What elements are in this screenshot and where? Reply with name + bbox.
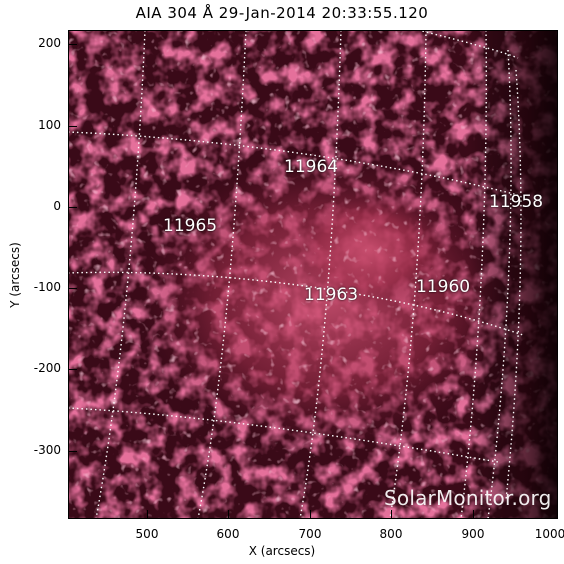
x-tick-label: 800: [379, 527, 403, 541]
y-tick-mark: [68, 288, 77, 289]
x-axis-label: X (arcsecs): [248, 544, 316, 558]
x-tick-mark: [228, 510, 229, 519]
y-tick-label: -100: [33, 280, 61, 294]
y-tick-label: -200: [33, 361, 61, 375]
x-tick-mark: [391, 510, 392, 519]
x-tick-label: 500: [135, 527, 159, 541]
region-label: 11963: [304, 285, 359, 305]
y-tick-mark: [68, 369, 77, 370]
coordinate-grid: [68, 30, 524, 519]
y-tick-mark: [68, 44, 77, 45]
y-tick-mark: [68, 207, 77, 208]
y-tick-label: 100: [38, 118, 61, 132]
region-label: 11958: [489, 192, 544, 212]
region-label: 11964: [284, 157, 339, 177]
x-tick-label: 900: [461, 527, 485, 541]
y-tick-mark: [68, 126, 77, 127]
y-axis-label: Y (arcsecs): [7, 242, 22, 308]
x-tick-mark: [310, 510, 311, 519]
x-tick-label: 600: [216, 527, 240, 541]
y-tick-mark: [68, 451, 77, 452]
solar-image: [68, 30, 558, 519]
y-tick-label: 200: [38, 36, 61, 50]
x-tick-label: 1000: [534, 527, 564, 541]
region-label: 11965: [163, 216, 218, 236]
watermark-text: SolarMonitor.org: [384, 486, 552, 510]
region-label: 11960: [416, 277, 471, 297]
y-tick-label: 0: [53, 199, 61, 213]
x-tick-label: 700: [298, 527, 322, 541]
image-title: AIA 304 Å 29-Jan-2014 20:33:55.120: [135, 4, 429, 22]
x-tick-mark: [147, 510, 148, 519]
solar-disk-svg: [68, 30, 558, 519]
y-tick-label: -300: [33, 443, 61, 457]
x-tick-mark: [473, 510, 474, 519]
